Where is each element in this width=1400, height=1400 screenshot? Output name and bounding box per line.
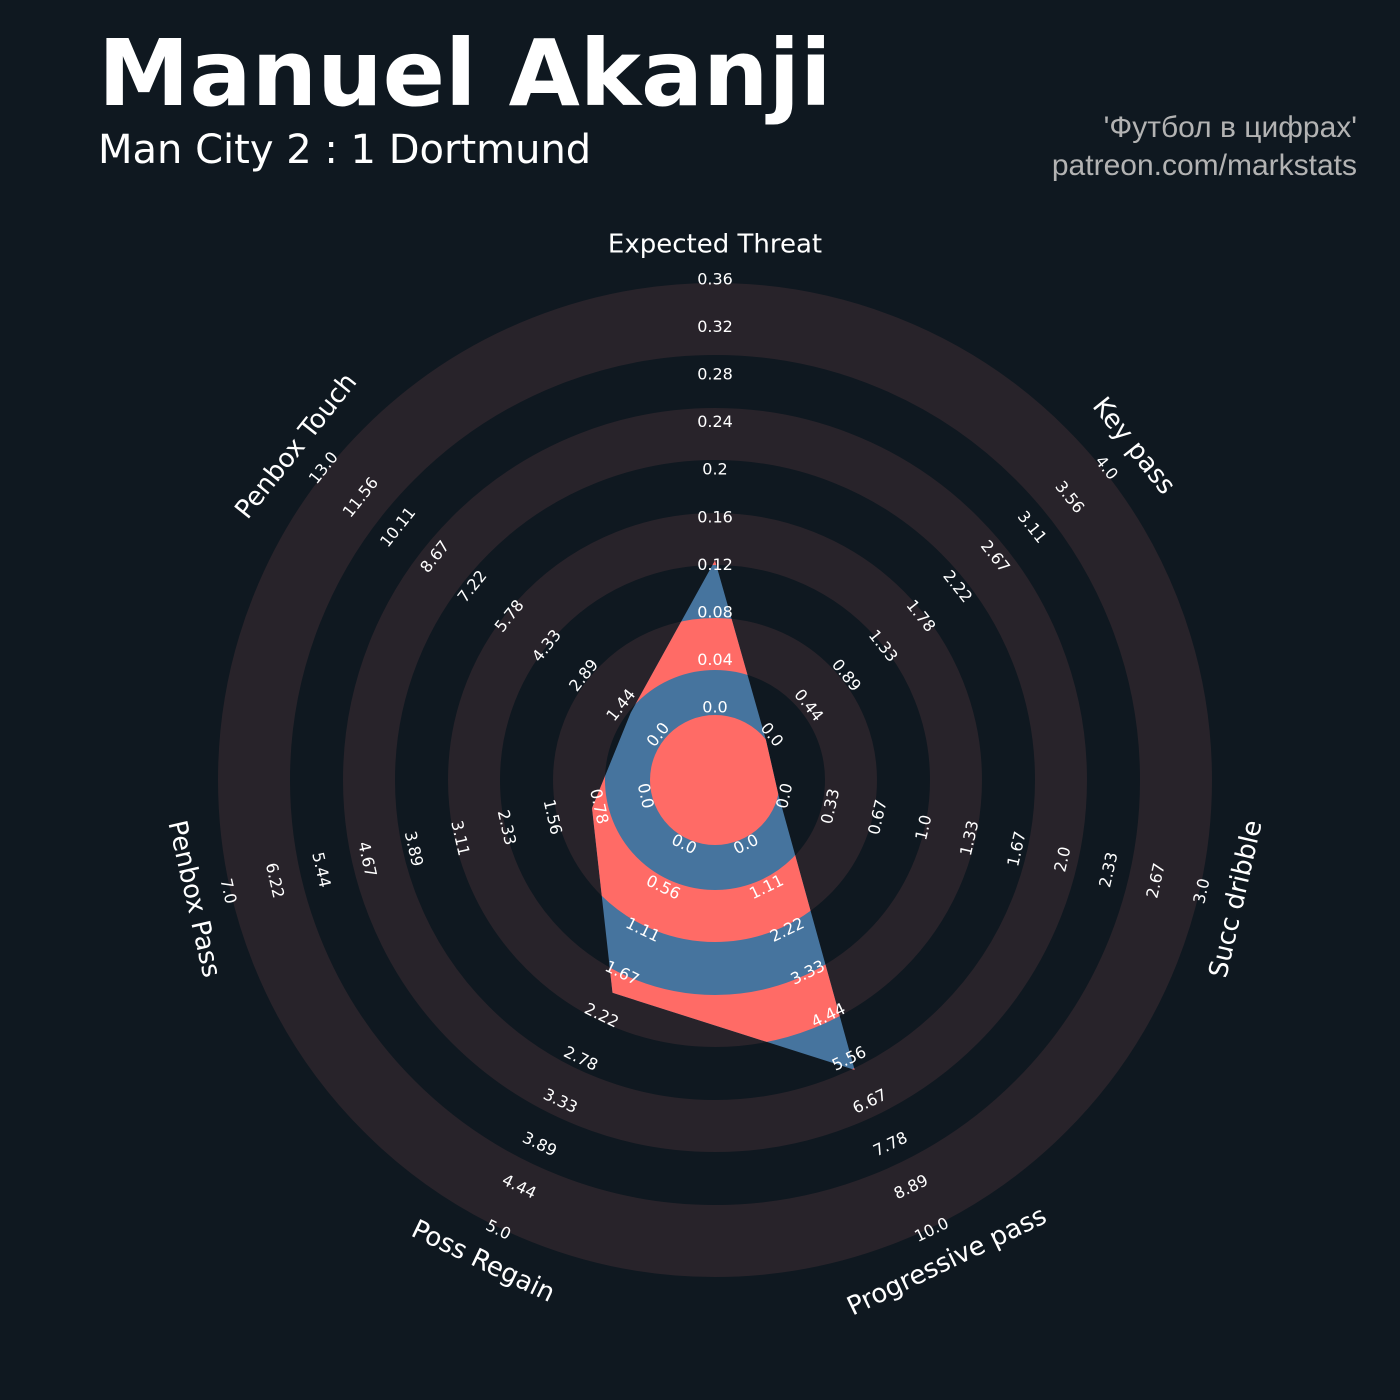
tick-label: 0.16 [697,507,733,526]
chart-subtitle: Man City 2 : 1 Dortmund [98,127,591,173]
credit: 'Футбол в цифрах' [1104,111,1357,144]
tick-label: 0.12 [697,555,733,574]
tick-label: 0.04 [697,650,733,669]
tick-label: 0.36 [697,270,733,289]
tick-label: 0.24 [697,412,733,431]
radar-layer [592,560,855,1070]
tick-label: 0.2 [702,460,727,479]
chart-title: Manuel Akanji [98,20,832,127]
ring-band [343,408,1087,1152]
ring-band [218,283,1212,1277]
highlight-band [592,560,855,1047]
credit: patreon.com/markstats [1052,149,1357,182]
axis-label: Expected Threat [608,230,822,260]
center-circle [650,715,780,845]
tick-label: 0.28 [697,365,733,384]
tick-label: 0.08 [697,602,733,621]
tick-label: 0.0 [702,698,727,717]
tick-label: 0.32 [697,317,733,336]
